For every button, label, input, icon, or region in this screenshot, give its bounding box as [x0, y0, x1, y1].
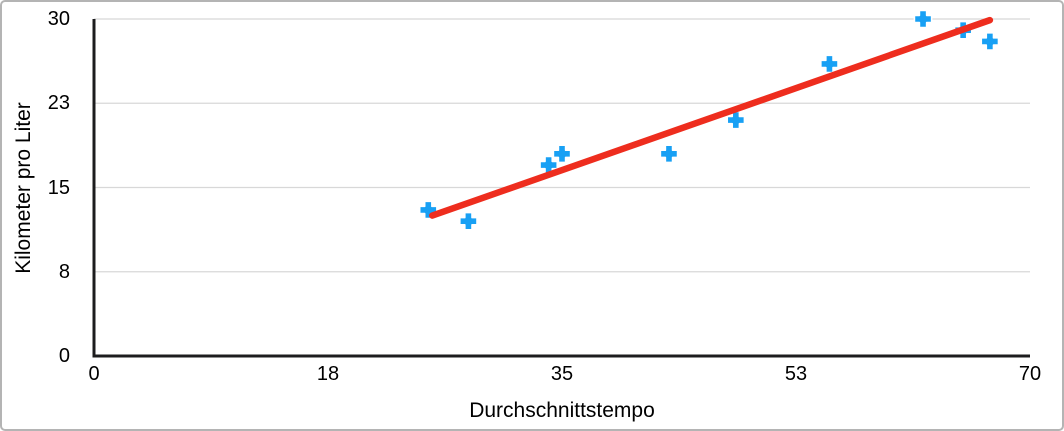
y-axis-title: Kilometer pro Liter [12, 102, 35, 274]
data-point-marker [980, 32, 1000, 51]
x-tick-label: 0 [88, 363, 100, 385]
data-point-marker [659, 144, 679, 164]
x-tick-label: 18 [316, 363, 340, 385]
data-point-marker [913, 9, 933, 29]
trendline [429, 16, 994, 219]
x-tick-label: 35 [550, 363, 574, 385]
data-point-marker [820, 54, 839, 74]
x-tick-label: 70 [1018, 363, 1042, 385]
data-point-marker [726, 110, 746, 130]
y-tick-label: 0 [58, 345, 70, 367]
x-tick-label: 53 [784, 363, 808, 385]
data-point-marker [552, 144, 572, 164]
x-axis-title: Durchschnittstempo [469, 399, 655, 422]
y-tick-label: 30 [47, 8, 70, 30]
y-tick-label: 8 [58, 260, 70, 283]
y-tick-label: 23 [47, 92, 70, 115]
y-tick-label: 15 [47, 176, 70, 199]
data-point-marker [459, 211, 478, 231]
